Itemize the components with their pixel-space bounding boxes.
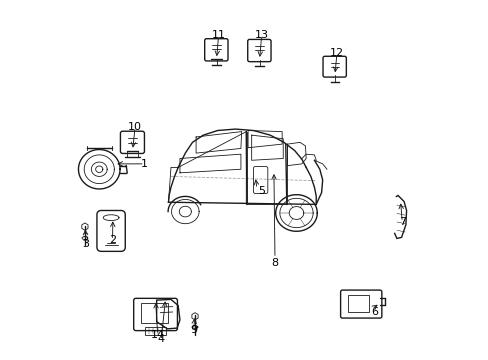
- Text: 3: 3: [82, 239, 89, 249]
- Text: 8: 8: [271, 258, 278, 268]
- Text: 2: 2: [109, 235, 116, 245]
- Text: 11: 11: [211, 30, 225, 40]
- Text: 6: 6: [370, 307, 377, 317]
- Text: 4: 4: [158, 333, 164, 343]
- Text: 1: 1: [141, 159, 148, 169]
- Text: 9: 9: [190, 325, 197, 335]
- Text: 12: 12: [329, 48, 344, 58]
- Text: 13: 13: [254, 30, 268, 40]
- Text: 14: 14: [150, 330, 164, 340]
- Text: 10: 10: [128, 122, 142, 132]
- Text: 5: 5: [258, 186, 264, 197]
- Text: 7: 7: [398, 217, 405, 227]
